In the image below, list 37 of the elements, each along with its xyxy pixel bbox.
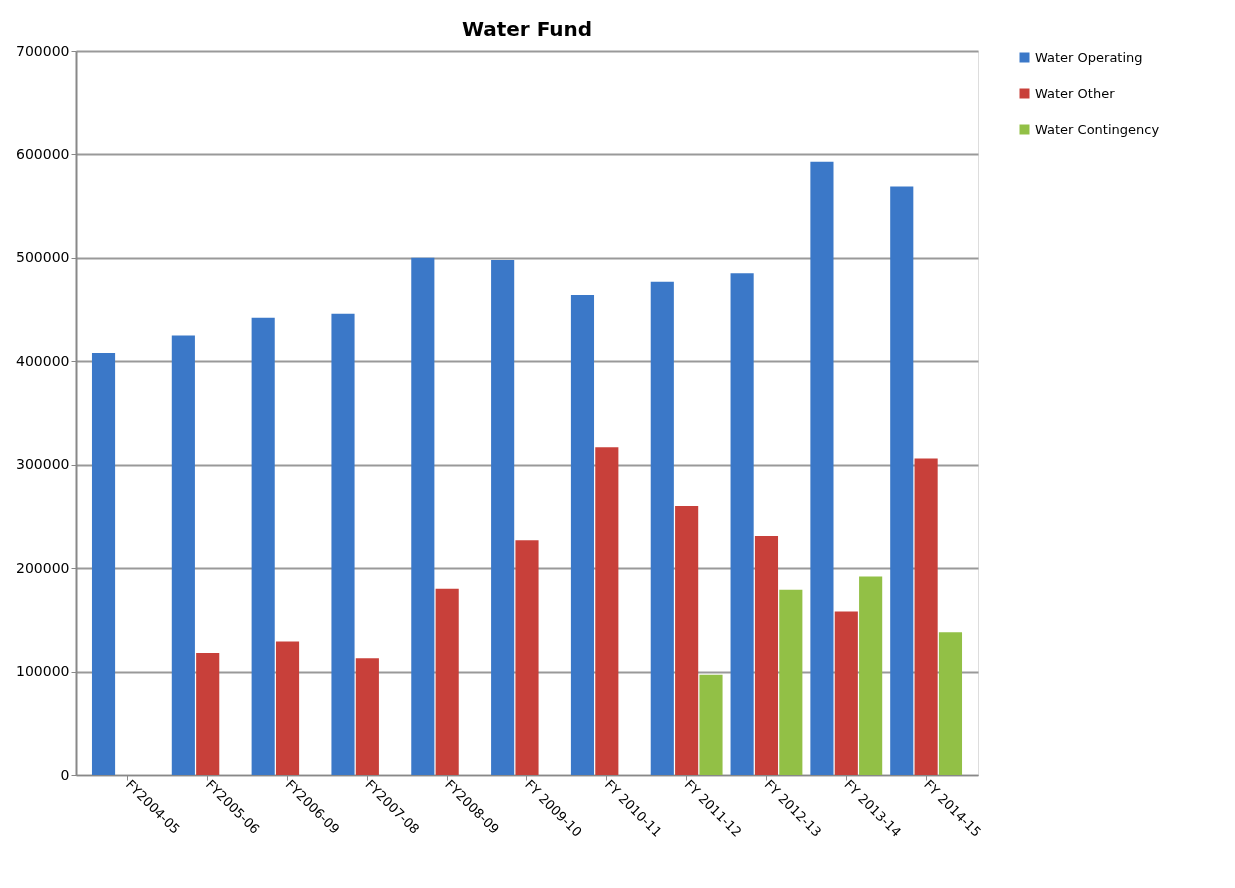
y-tick-label: 500000	[16, 249, 70, 266]
bar	[859, 576, 883, 775]
bar	[914, 458, 938, 775]
y-tick-label: 600000	[16, 145, 70, 162]
y-tick-label: 400000	[16, 352, 70, 369]
bar	[810, 161, 834, 775]
bar	[834, 611, 858, 775]
bar	[595, 447, 619, 775]
bar	[171, 335, 195, 775]
bar	[355, 658, 379, 775]
y-tick-label: 300000	[16, 456, 70, 473]
y-tick-label: 700000	[16, 42, 70, 59]
y-tick-label: 100000	[16, 663, 70, 680]
bar	[196, 652, 220, 775]
bar	[754, 536, 779, 775]
legend-label: Water Contingency	[1035, 121, 1160, 137]
y-tick-label: 0	[60, 766, 70, 783]
legend-label: Water Operating	[1035, 49, 1143, 65]
bar	[890, 186, 914, 775]
bar	[491, 259, 515, 775]
bar	[570, 295, 595, 775]
bar	[435, 588, 459, 775]
bar	[699, 674, 723, 775]
bar	[650, 281, 674, 775]
y-tick-label: 200000	[16, 559, 70, 576]
legend-label: Water Other	[1035, 85, 1116, 101]
bar	[515, 540, 539, 775]
bar	[251, 317, 275, 775]
bar	[91, 353, 116, 775]
bar	[938, 632, 963, 775]
chart-title: Water Fund	[461, 17, 593, 41]
bar	[730, 273, 754, 775]
bar	[275, 641, 300, 775]
bar	[779, 589, 803, 775]
bar	[675, 506, 699, 775]
bar	[331, 313, 355, 775]
bar	[411, 257, 435, 775]
